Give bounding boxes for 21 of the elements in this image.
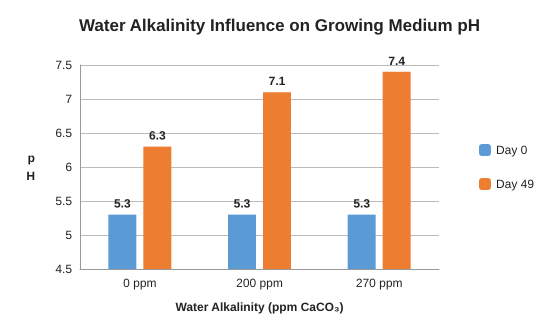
y-tick-label: 6 [65, 160, 72, 174]
data-label: 5.3 [353, 196, 370, 211]
data-label: 5.3 [114, 196, 131, 211]
y-tick-label: 6.5 [55, 126, 72, 140]
x-tick-label: 270 ppm [356, 276, 403, 290]
data-label: 5.3 [234, 196, 251, 211]
data-label: 7.4 [388, 54, 406, 68]
x-tick-label: 200 ppm [236, 276, 283, 290]
y-tick-label: 5 [65, 228, 72, 242]
y-tick-label: 4.5 [55, 262, 72, 276]
x-axis-title: Water Alkalinity (ppm CaCO₃) [175, 300, 344, 314]
chart-title: Water Alkalinity Influence on Growing Medium pH [78, 16, 480, 35]
y-axis-title: pH [26, 151, 35, 183]
y-tick-label: 5.5 [55, 194, 72, 208]
y-tick-label: 7.5 [55, 58, 72, 72]
x-tick-label: 0 ppm [123, 276, 157, 290]
data-label: 6.3 [148, 128, 166, 143]
legend-label: Day 0 [496, 143, 528, 157]
data-label: 7.1 [268, 74, 286, 88]
y-tick-label: 7 [65, 92, 72, 106]
legend-label: Day 49 [496, 177, 534, 191]
